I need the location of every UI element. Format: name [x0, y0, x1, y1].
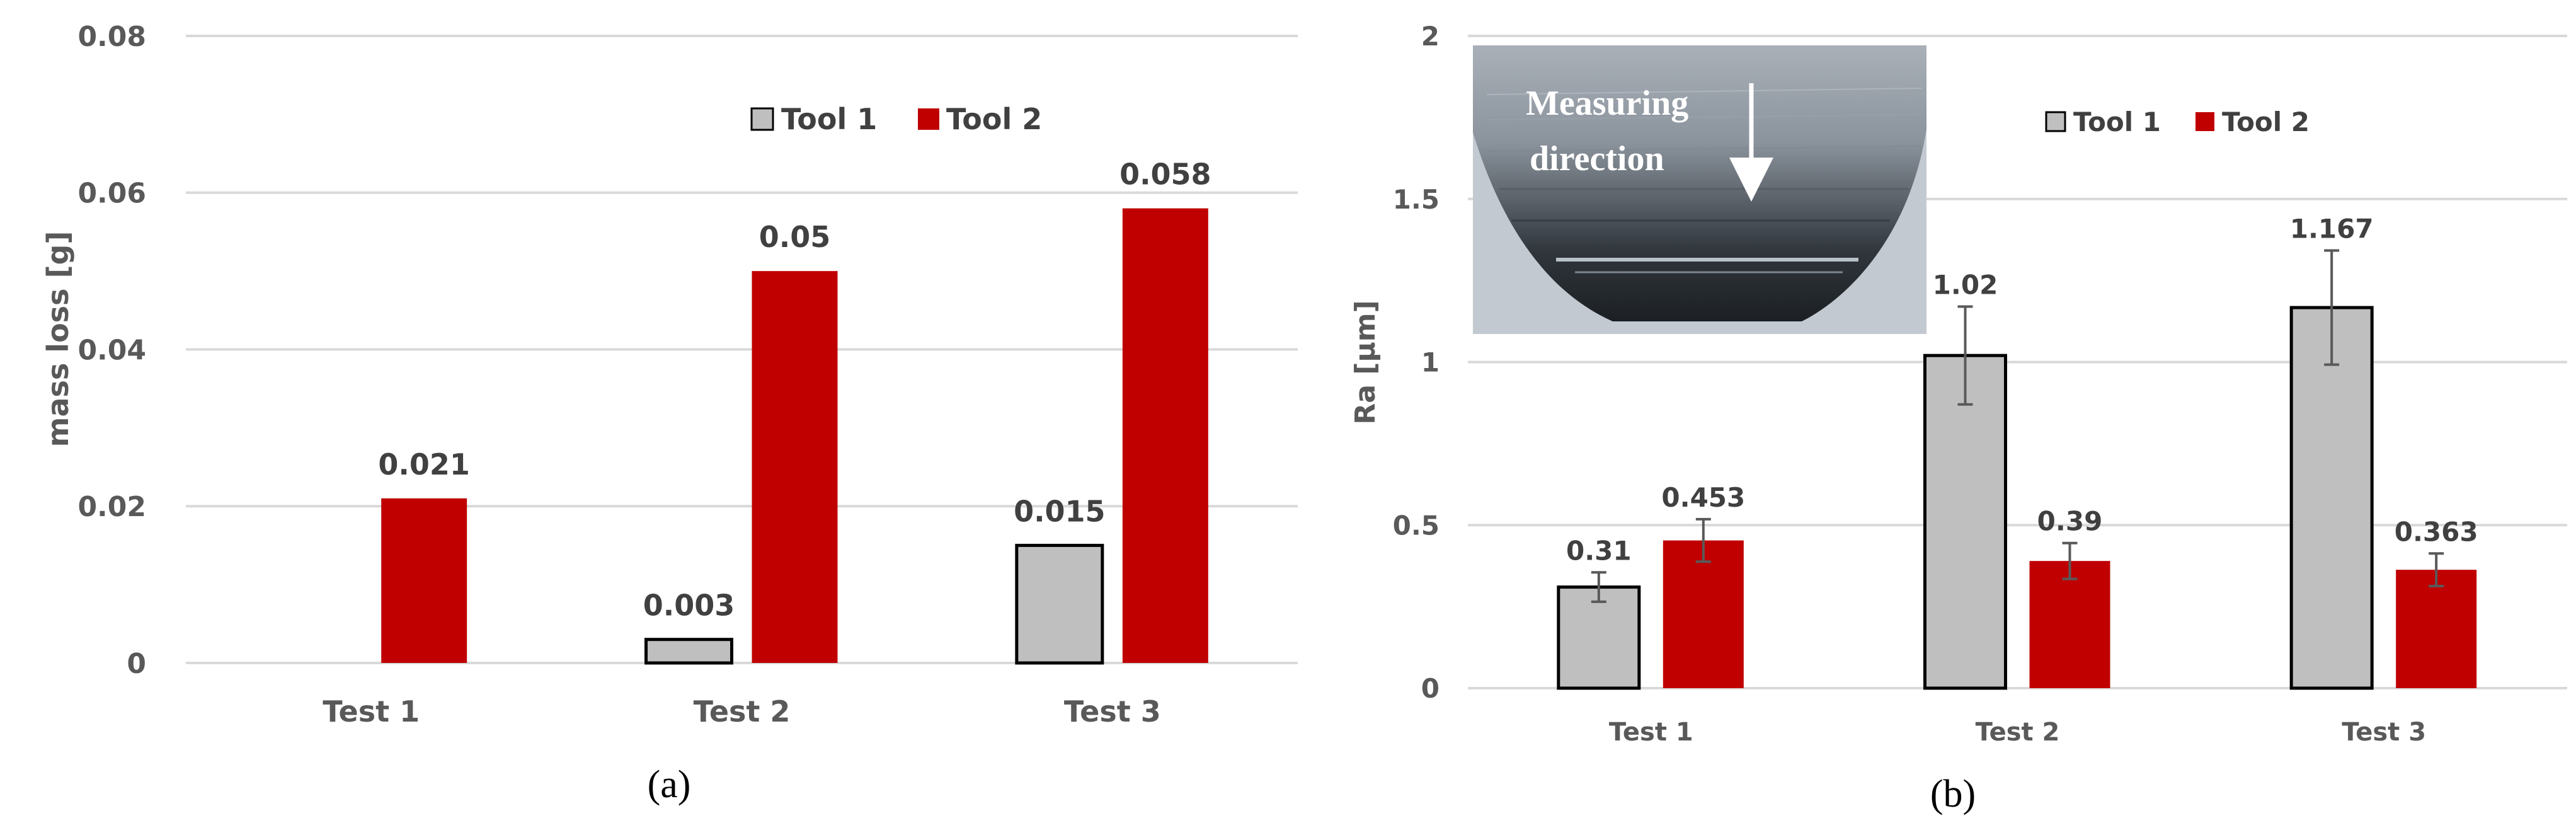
- bar-tool2: [2396, 570, 2477, 688]
- bar-tool1: [2289, 306, 2374, 690]
- chart-a-legend: Tool 1 Tool 2: [750, 102, 1042, 136]
- chart-b-error-bars: [1591, 249, 2444, 603]
- data-label: 0.39: [2037, 506, 2103, 537]
- x-tick-label: Test 1: [1609, 718, 1693, 747]
- chart-b-caption: (b): [1930, 773, 1976, 815]
- legend-label-tool1: Tool 1: [781, 102, 877, 136]
- bar-tool2: [1663, 540, 1744, 688]
- data-label: 0.31: [1566, 535, 1632, 566]
- x-tick-label: Test 1: [323, 694, 420, 728]
- y-tick-label: 0: [1421, 673, 1440, 704]
- y-tick-label: 0.02: [77, 491, 146, 523]
- data-label: 1.167: [2290, 214, 2374, 245]
- legend-swatch-tool2: [918, 108, 939, 130]
- legend-swatch-tool1: [2045, 111, 2066, 132]
- bar-tool2: [752, 271, 838, 663]
- y-tick-label: 0.06: [77, 178, 146, 210]
- legend-swatch-tool1: [750, 107, 774, 131]
- chart-b-ylabel: Ra [μm]: [1349, 300, 1382, 424]
- data-label: 0.058: [1119, 158, 1211, 192]
- data-label: 0.05: [759, 220, 831, 254]
- bar-tool1: [644, 638, 733, 665]
- data-label: 0.453: [1661, 482, 1745, 513]
- y-tick-label: 1: [1421, 347, 1440, 378]
- data-label: 0.363: [2395, 516, 2478, 547]
- chart-a-caption: (a): [648, 763, 691, 806]
- chart-b-gridlines: [1468, 35, 2567, 527]
- legend-swatch-tool2: [2195, 112, 2214, 131]
- chart-a-bars: 0.021 0.003 0.05 0.015 0.058: [378, 158, 1211, 665]
- y-tick-label: 2: [1421, 21, 1440, 52]
- bar-tool1: [1923, 354, 2007, 690]
- y-tick-label: 1.5: [1393, 184, 1440, 215]
- bar-tool2: [2029, 561, 2110, 688]
- chart-a-x-axis: Test 1 Test 2 Test 3: [323, 694, 1161, 728]
- chart-a-gridlines: [186, 35, 1298, 508]
- y-tick-label: 0: [127, 648, 146, 680]
- inset-photo: Measuring direction: [1473, 45, 1926, 334]
- x-tick-label: Test 2: [1976, 718, 2060, 747]
- chart-b-bars: 0.31 0.453 1.02 0.39 1.167 0.363: [1557, 214, 2478, 690]
- x-tick-label: Test 3: [1064, 694, 1161, 728]
- data-label: 1.02: [1933, 270, 1998, 301]
- y-tick-label: 0.04: [77, 334, 146, 366]
- chart-a: 00.020.040.060.08 0.0210.0030.050.0150.0…: [41, 21, 1298, 806]
- data-label: 0.021: [378, 447, 470, 481]
- inset-label-measuring: Measuring: [1526, 84, 1688, 123]
- legend-label-tool2: Tool 2: [946, 102, 1042, 136]
- y-tick-label: 0.08: [77, 21, 146, 53]
- chart-b: 0 0.5 1 1.5 2 0.31 0.453 1.02 0.39 1.167 0.363 Te…: [1349, 21, 2567, 815]
- chart-b-y-axis: 0 0.5 1 1.5 2: [1393, 21, 1440, 704]
- x-tick-label: Test 2: [694, 694, 791, 728]
- legend-label-tool2: Tool 2: [2222, 107, 2310, 137]
- chart-b-x-axis: Test 1 Test 2 Test 3: [1609, 718, 2426, 747]
- chart-a-ylabel: mass loss [g]: [41, 231, 75, 447]
- inset-label-direction: direction: [1530, 139, 1664, 178]
- bar-tool2: [1122, 208, 1208, 663]
- data-label: 0.015: [1014, 494, 1106, 528]
- bar-tool1: [1015, 543, 1104, 665]
- chart-b-legend: Tool 1 Tool 2: [2045, 107, 2310, 137]
- legend-label-tool1: Tool 1: [2073, 107, 2161, 137]
- data-label: 0.003: [643, 589, 735, 623]
- x-tick-label: Test 3: [2342, 718, 2426, 747]
- chart-a-y-axis: 0 0.02 0.04 0.06 0.08: [77, 21, 146, 680]
- y-tick-label: 0.5: [1393, 510, 1440, 541]
- bar-tool2: [381, 498, 467, 663]
